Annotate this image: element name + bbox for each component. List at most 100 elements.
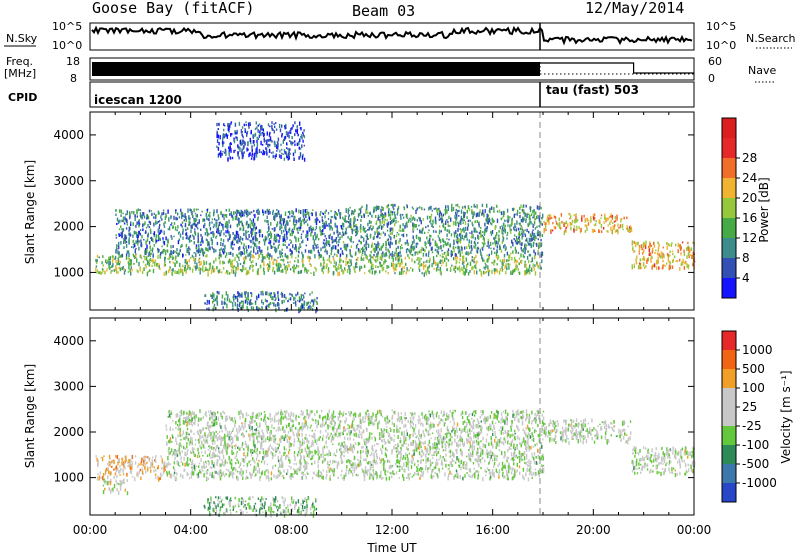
data-cell [606,230,608,232]
data-cell [430,242,432,245]
data-cell [354,218,356,222]
data-cell [472,215,474,218]
data-cell [545,229,547,232]
data-cell [189,217,191,221]
data-cell [578,226,580,230]
data-cell [297,231,299,234]
data-cell [203,219,206,222]
data-cell [399,238,401,242]
data-cell [250,292,252,294]
data-cell [253,256,255,259]
data-cell [497,411,499,415]
data-cell [541,234,544,238]
data-cell [185,431,188,437]
data-cell [471,234,474,236]
data-cell [432,260,435,265]
data-cell [643,248,645,253]
data-cell [375,215,377,218]
data-cell [555,222,558,225]
data-cell [689,249,691,253]
data-cell [313,246,315,252]
data-cell [363,228,365,233]
data-cell [297,291,299,296]
data-cell [349,223,352,228]
data-cell [365,246,368,251]
data-cell [229,156,231,159]
data-cell [395,247,397,252]
data-cell [686,246,688,249]
data-cell [257,138,259,140]
data-cell [275,251,277,254]
data-cell [176,271,178,274]
data-cell [257,270,260,276]
data-cell [294,237,297,239]
data-cell [323,265,325,269]
data-cell [466,216,468,219]
nsky-tick-bottom: 10^0 [52,39,82,52]
data-cell [660,251,663,254]
data-cell [126,473,128,477]
data-cell [533,452,536,456]
data-cell [324,242,326,245]
data-cell [376,247,378,251]
data-cell [335,212,337,215]
data-cell [258,231,260,234]
data-cell [410,465,413,469]
data-cell [349,265,351,267]
data-cell [503,229,505,232]
data-cell [188,441,191,446]
data-cell [402,473,404,478]
data-cell [501,268,504,271]
data-cell [328,235,330,239]
data-cell [659,255,661,258]
data-cell [332,428,335,433]
data-cell [216,297,218,300]
data-cell [518,230,521,235]
data-cell [278,239,280,243]
data-cell [529,271,531,275]
data-cell [397,256,399,260]
data-cell [247,148,249,151]
data-cell [445,220,447,225]
data-cell [125,236,127,240]
data-cell [272,209,274,213]
data-cell [427,239,429,244]
data-cell [279,221,282,224]
data-cell [422,249,425,251]
data-cell [248,152,251,155]
data-cell [535,211,537,215]
data-cell [167,209,169,214]
data-cell [195,217,197,223]
data-cell [273,227,275,231]
data-cell [310,225,312,230]
data-cell [471,221,473,225]
data-cell [267,220,269,223]
data-cell [386,239,388,241]
data-cell [247,292,249,297]
data-cell [325,265,327,269]
data-cell [243,250,246,255]
data-cell [627,227,629,232]
data-cell [273,233,276,239]
data-cell [445,205,447,209]
data-cell [177,423,179,427]
data-cell [146,271,149,277]
data-cell [488,256,490,259]
data-cell [460,229,462,234]
data-cell [307,255,309,259]
data-cell [187,264,190,269]
data-cell [278,154,281,158]
data-cell [446,250,449,253]
data-cell [230,122,232,125]
data-cell [630,228,633,232]
data-cell [287,221,289,226]
data-cell [571,220,574,223]
data-cell [196,223,198,228]
data-cell [427,269,429,273]
data-cell [218,256,220,260]
data-cell [486,213,488,218]
data-cell [414,251,416,256]
data-cell [322,229,324,233]
data-cell [547,215,549,219]
